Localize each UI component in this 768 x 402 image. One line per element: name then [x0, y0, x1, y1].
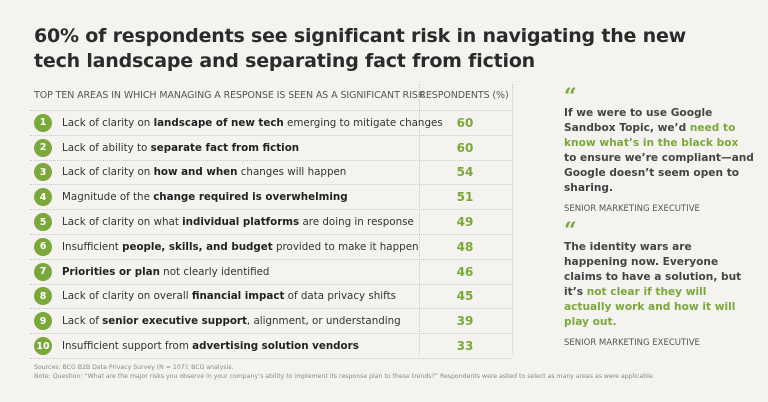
quote-source: SENIOR MARKETING EXECUTIVE	[564, 204, 700, 214]
table-row: 3 Lack of clarity on how and when change…	[30, 159, 512, 185]
risk-label: Lack of senior executive support, alignm…	[62, 315, 401, 328]
respondents-value: 46	[456, 264, 474, 279]
rank-badge: 5	[34, 213, 52, 232]
risk-label: Priorities or plan not clearly identifie…	[62, 265, 270, 278]
table-row: 2 Lack of ability to separate fact from …	[30, 134, 512, 160]
risk-label: Insufficient people, skills, and budget …	[62, 240, 419, 253]
rank-badge: 6	[34, 237, 52, 256]
risk-label: Lack of ability to separate fact from fi…	[62, 141, 300, 154]
quote-1: “ If we were to use Google Sandbox Topic…	[564, 84, 754, 214]
risk-label: Magnitude of the change required is over…	[62, 191, 348, 204]
table-row: 8 Lack of clarity on overall financial i…	[30, 283, 512, 309]
rank-badge: 8	[34, 287, 52, 306]
column-divider	[512, 84, 513, 354]
rank-badge: 10	[34, 337, 52, 356]
table-row: 7 Priorities or plan not clearly identif…	[30, 258, 512, 284]
rank-badge: 3	[34, 163, 52, 182]
quote-mark-icon: “	[564, 84, 577, 110]
respondents-value: 33	[456, 339, 474, 354]
sources-note: Sources: BCG B2B Data Privacy Survey (N …	[34, 364, 234, 371]
column-header-area: TOP TEN AREAS IN WHICH MANAGING A RESPON…	[34, 90, 424, 101]
table-row: 10 Insufficient support from advertising…	[30, 333, 512, 359]
risk-table: 1 Lack of clarity on landscape of new te…	[30, 110, 512, 359]
respondents-value: 54	[456, 165, 474, 180]
column-divider	[419, 84, 420, 354]
footnotes: Sources: BCG B2B Data Privacy Survey (N …	[34, 363, 655, 381]
respondents-value: 60	[456, 115, 474, 130]
risk-label: Lack of clarity on landscape of new tech…	[62, 116, 443, 129]
risk-label: Lack of clarity on overall financial imp…	[62, 290, 396, 303]
respondents-value: 60	[456, 140, 474, 155]
question-note: Note: Question: “What are the major risk…	[34, 373, 655, 380]
column-header-respondents: RESPONDENTS (%)	[419, 90, 509, 101]
rank-badge: 7	[34, 262, 52, 281]
risk-label: Lack of clarity on what individual platf…	[62, 216, 414, 229]
quote-mark-icon: “	[564, 218, 577, 244]
respondents-value: 39	[456, 314, 474, 329]
quote-text: If we were to use Google Sandbox Topic, …	[564, 107, 754, 194]
table-row: 5 Lack of clarity on what individual pla…	[30, 209, 512, 234]
page-title: 60% of respondents see significant risk …	[34, 25, 687, 72]
table-row: 6 Insufficient people, skills, and budge…	[30, 233, 512, 259]
table-row: 1 Lack of clarity on landscape of new te…	[30, 110, 512, 135]
rank-badge: 4	[34, 188, 52, 207]
respondents-value: 45	[456, 289, 474, 304]
risk-label: Lack of clarity on how and when changes …	[62, 166, 347, 179]
table-row: 4 Magnitude of the change required is ov…	[30, 184, 512, 209]
quote-2: “ The identity wars are happening now. E…	[564, 218, 754, 348]
respondents-value: 51	[456, 190, 474, 205]
rank-badge: 1	[34, 113, 52, 132]
respondents-value: 48	[456, 239, 474, 254]
quote-text: The identity wars are happening now. Eve…	[564, 241, 742, 328]
rank-badge: 2	[34, 138, 52, 157]
respondents-value: 49	[456, 215, 474, 230]
table-row: 9 Lack of senior executive support, alig…	[30, 308, 512, 333]
quote-source: SENIOR MARKETING EXECUTIVE	[564, 338, 700, 348]
risk-label: Insufficient support from advertising so…	[62, 340, 359, 353]
rank-badge: 9	[34, 312, 52, 331]
